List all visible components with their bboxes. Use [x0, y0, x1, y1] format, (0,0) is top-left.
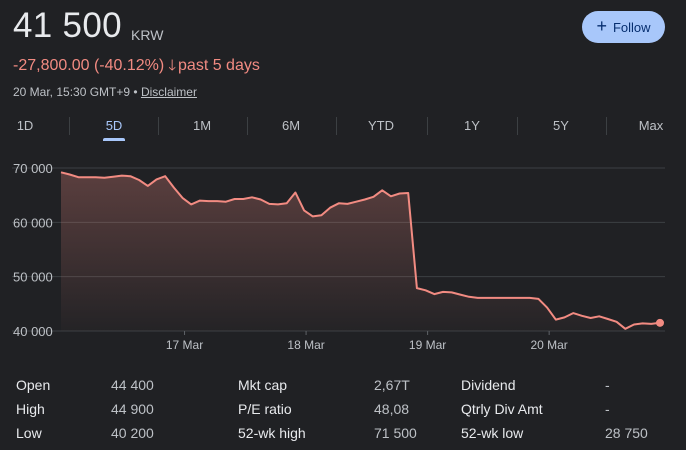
- stat-label-qtrly-div: Qtrly Div Amt: [461, 401, 543, 417]
- price-series: [60, 171, 664, 331]
- range-divider: [606, 117, 607, 135]
- range-tab-5d[interactable]: 5D: [105, 118, 123, 133]
- y-tick-label: 70 000: [13, 161, 53, 176]
- stat-label-mkt-cap: Mkt cap: [238, 377, 288, 393]
- meta-separator: •: [133, 85, 138, 99]
- change-value: -27,800.00 (-40.12%): [13, 57, 165, 74]
- price-chart[interactable]: 70 000 60 000 50 000 40 000 17 Mar 18 Mar 19 …: [0, 150, 686, 360]
- timestamp: 20 Mar, 15:30 GMT+9: [13, 85, 131, 99]
- range-divider: [69, 117, 70, 135]
- active-range-indicator: [103, 138, 125, 141]
- plus-icon: +: [596, 16, 607, 36]
- stock-price: 41 500: [13, 6, 122, 45]
- stat-value-low: 40 200: [111, 425, 154, 441]
- range-divider: [158, 117, 159, 135]
- price-change: -27,800.00 (-40.12%) 🡓 past 5 days: [13, 55, 260, 80]
- range-tab-1y[interactable]: 1Y: [464, 118, 480, 133]
- stat-label-high: High: [16, 401, 45, 417]
- y-tick-label: 50 000: [13, 270, 53, 285]
- stat-value-high: 44 900: [111, 401, 154, 417]
- price-line: [60, 171, 661, 330]
- follow-button[interactable]: + Follow: [582, 11, 665, 43]
- stat-value-52wk-low: 28 750: [605, 425, 648, 441]
- stat-label-low: Low: [16, 425, 42, 441]
- x-tick-label: 19 Mar: [409, 338, 446, 352]
- quote-meta: 20 Mar, 15:30 GMT+9 • Disclaimer: [13, 85, 197, 99]
- follow-label: Follow: [612, 19, 651, 35]
- range-tab-1m[interactable]: 1M: [192, 118, 212, 133]
- y-tick-label: 60 000: [13, 215, 53, 230]
- stat-label-open: Open: [16, 377, 51, 393]
- stat-value-52wk-high: 71 500: [374, 425, 417, 441]
- range-divider: [517, 117, 518, 135]
- arrow-down-icon: 🡓: [168, 57, 177, 74]
- range-tab-6m[interactable]: 6M: [281, 118, 301, 133]
- stat-label-52wk-high: 52-wk high: [238, 425, 306, 441]
- stat-label-dividend: Dividend: [461, 377, 516, 393]
- stat-value-dividend: -: [605, 377, 610, 393]
- x-tick-label: 20 Mar: [530, 338, 567, 352]
- stat-value-pe-ratio: 48,08: [374, 401, 410, 417]
- x-tick-label: 17 Mar: [166, 338, 203, 352]
- range-tab-ytd[interactable]: YTD: [368, 118, 394, 133]
- range-divider: [247, 117, 248, 135]
- stat-label-pe-ratio: P/E ratio: [238, 401, 292, 417]
- stat-value-mkt-cap: 2,67T: [374, 377, 410, 393]
- stat-value-qtrly-div: -: [605, 401, 610, 417]
- range-tab-max[interactable]: Max: [638, 118, 664, 133]
- x-tick-label: 18 Mar: [287, 338, 324, 352]
- range-selector: 1D 5D 1M 6M YTD 1Y 5Y Max: [0, 112, 686, 142]
- stat-value-open: 44 400: [111, 377, 154, 393]
- range-divider: [427, 117, 428, 135]
- range-divider: [336, 117, 337, 135]
- currency-label: KRW: [131, 27, 164, 43]
- last-price-marker: [656, 318, 664, 327]
- range-tab-5y[interactable]: 5Y: [553, 118, 569, 133]
- disclaimer-link[interactable]: Disclaimer: [140, 85, 197, 99]
- y-axis-labels: 70 000 60 000 50 000 40 000: [13, 161, 53, 339]
- change-period: past 5 days: [178, 57, 260, 74]
- stat-label-52wk-low: 52-wk low: [461, 425, 524, 441]
- y-tick-label: 40 000: [13, 324, 53, 339]
- x-axis-labels: 17 Mar 18 Mar 19 Mar 20 Mar: [166, 331, 568, 352]
- area-fill: [61, 172, 660, 331]
- range-tab-1d[interactable]: 1D: [16, 118, 34, 133]
